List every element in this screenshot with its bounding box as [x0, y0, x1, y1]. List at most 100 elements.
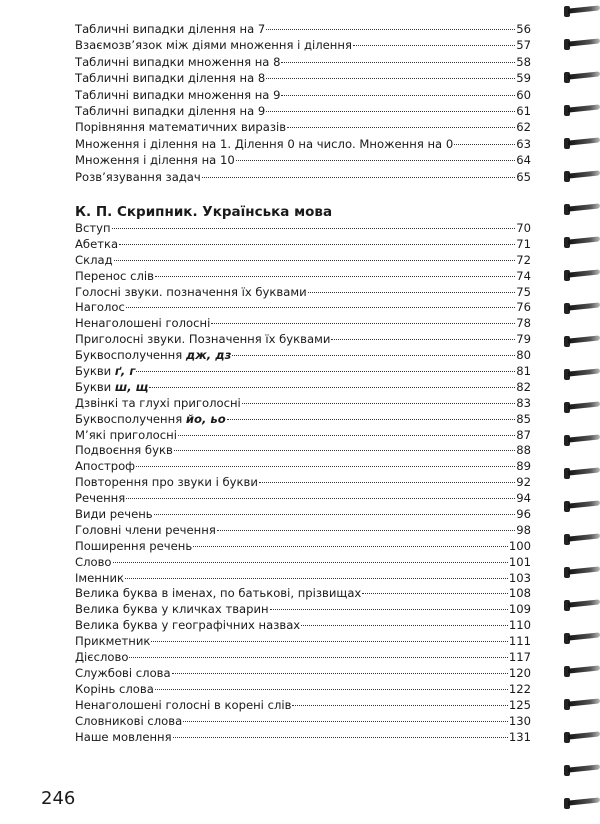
- toc-entry-text: Ненаголошені голосні в корені слів: [75, 697, 292, 712]
- toc-entry-text: Табличні випадки множення на 9: [75, 87, 281, 102]
- toc-entry: Апостроф 89: [75, 459, 531, 475]
- toc-entry-title: М’які приголосні: [75, 428, 177, 442]
- toc-entry-page: 92: [516, 475, 531, 490]
- toc-entry-title: Абетка: [75, 237, 118, 251]
- toc-entry-title: Слово: [75, 555, 112, 569]
- dot-leader: [454, 143, 516, 145]
- toc-list-math: Табличні випадки ділення на 7 56 Взаємозв’…: [75, 22, 531, 186]
- dot-leader: [352, 45, 516, 47]
- spiral-ring: [564, 697, 600, 711]
- toc-entry-page: 65: [516, 169, 531, 184]
- toc-entry-title: Іменник: [75, 571, 124, 585]
- toc-entry-title: Повторення про звуки і букви: [75, 475, 258, 489]
- toc-entry-page: 64: [516, 153, 531, 168]
- toc-entry-title: Головні члени речення: [75, 523, 216, 537]
- toc-entry-page: 103: [508, 570, 531, 585]
- spiral-ring: [564, 103, 600, 117]
- toc-entry-text: Словникові слова: [75, 713, 183, 728]
- toc-entry-page: 100: [508, 538, 531, 553]
- dot-leader: [258, 482, 516, 484]
- toc-entry-title: Порівняння математичних виразів: [75, 120, 286, 134]
- dot-leader: [112, 561, 508, 563]
- toc-entry-page: 79: [516, 332, 531, 347]
- toc-entry-title: Приголосні звуки. Позначення їх буквами: [75, 332, 330, 346]
- toc-entry-page: 117: [508, 650, 531, 665]
- toc-entry-page: 131: [508, 729, 531, 744]
- toc-entry: Прикметник 111: [75, 634, 531, 650]
- toc-entry-page: 72: [516, 252, 531, 267]
- toc-entry-title: Розв’язування задач: [75, 170, 201, 184]
- toc-entry-text: Голосні звуки. позначення їх буквами: [75, 284, 307, 299]
- toc-entry-emphasis: дж, дз: [185, 348, 232, 363]
- toc-entry: Велика буква у кличках тварин 109: [75, 602, 531, 618]
- spiral-ring: [564, 169, 600, 183]
- toc-entry-text: Буквосполучення: [75, 411, 186, 426]
- spiral-ring: [564, 268, 600, 282]
- toc-entry-page: 122: [508, 681, 531, 696]
- dot-leader: [281, 61, 516, 63]
- toc-entry-page: 71: [516, 236, 531, 251]
- spiral-binding: [562, 0, 600, 824]
- dot-leader: [136, 466, 516, 468]
- toc-entry: Букви ш, щ 82: [75, 380, 531, 396]
- toc-entry-page: 111: [508, 634, 531, 649]
- toc-entry-title: Вступ: [75, 221, 111, 235]
- toc-entry-title: Взаємозв’язок між діями множення і ділен…: [75, 38, 352, 52]
- spiral-ring: [564, 598, 600, 612]
- toc-entry-page: 87: [516, 427, 531, 442]
- toc-entry-title: Апостроф: [75, 459, 135, 473]
- spiral-ring: [564, 301, 600, 315]
- toc-entry-title: Множення і ділення на 10: [75, 153, 235, 167]
- toc-entry-text: Головні члени речення: [75, 522, 216, 537]
- toc-entry-page: 57: [516, 38, 531, 53]
- dot-leader: [269, 609, 508, 611]
- toc-entry-title: Службові слова: [75, 666, 171, 680]
- toc-entry-title: Буквосполучення йо, ьо: [75, 412, 226, 426]
- toc-list-ukrainian: Вступ 70 Абетка 71 Склад 72 Перенос слів 74 Голо…: [75, 221, 531, 745]
- dot-leader: [154, 275, 516, 277]
- toc-entry: Приголосні звуки. Позначення їх буквами 7…: [75, 332, 531, 348]
- toc-entry: Букви ґ, г 81: [75, 364, 531, 380]
- toc-entry-page: 60: [516, 87, 531, 102]
- toc-entry-text: Службові слова: [75, 665, 171, 680]
- spiral-ring: [564, 763, 600, 777]
- toc-entry: Корінь слова 122: [75, 682, 531, 698]
- toc-entry-title: Букви ш, щ: [75, 380, 148, 394]
- toc-entry: Іменник 103: [75, 571, 531, 587]
- toc-entry-text: Буквосполучення: [75, 348, 186, 363]
- toc-entry-text: Ненаголошені голосні: [75, 316, 211, 331]
- dot-leader: [307, 291, 516, 293]
- toc-entry-page: 63: [516, 136, 531, 151]
- toc-entry-page: 130: [508, 713, 531, 728]
- spiral-ring: [564, 565, 600, 579]
- toc-entry-title: Ненаголошені голосні: [75, 316, 210, 330]
- toc-entry-title: Склад: [75, 253, 113, 267]
- toc-entry: Табличні випадки ділення на 8 59: [75, 71, 531, 87]
- dot-leader: [211, 323, 516, 325]
- dot-leader: [287, 127, 516, 129]
- spiral-ring: [564, 664, 600, 678]
- toc-entry-page: 88: [516, 443, 531, 458]
- dot-leader: [331, 339, 516, 341]
- toc-entry-text: Наголос: [75, 300, 125, 315]
- dot-leader: [193, 545, 508, 547]
- toc-entry-title: Табличні випадки множення на 8: [75, 55, 280, 69]
- toc-entry-emphasis: ґ, г: [114, 364, 136, 379]
- toc-entry-page: 85: [516, 411, 531, 426]
- toc-entry-title: Корінь слова: [75, 682, 154, 696]
- spiral-ring: [564, 136, 600, 150]
- dot-leader: [292, 704, 508, 706]
- toc-entry: Голосні звуки. позначення їх буквами 75: [75, 285, 531, 301]
- toc-entry: Множення і ділення на 1. Ділення 0 на чи…: [75, 137, 531, 153]
- toc-entry: Порівняння математичних виразів 62: [75, 120, 531, 136]
- dot-leader: [172, 736, 508, 738]
- dot-leader: [154, 688, 508, 690]
- toc-entry-page: 81: [516, 364, 531, 379]
- toc-entry-title: Поширення речень: [75, 539, 192, 553]
- toc-entry-page: 75: [516, 284, 531, 299]
- spiral-ring: [564, 202, 600, 216]
- toc-entry: Склад 72: [75, 253, 531, 269]
- section-heading: К. П. Скрипник. Українська мова: [75, 204, 333, 220]
- toc-entry-text: Велика буква у географічних назвах: [75, 618, 301, 633]
- spiral-ring: [564, 466, 600, 480]
